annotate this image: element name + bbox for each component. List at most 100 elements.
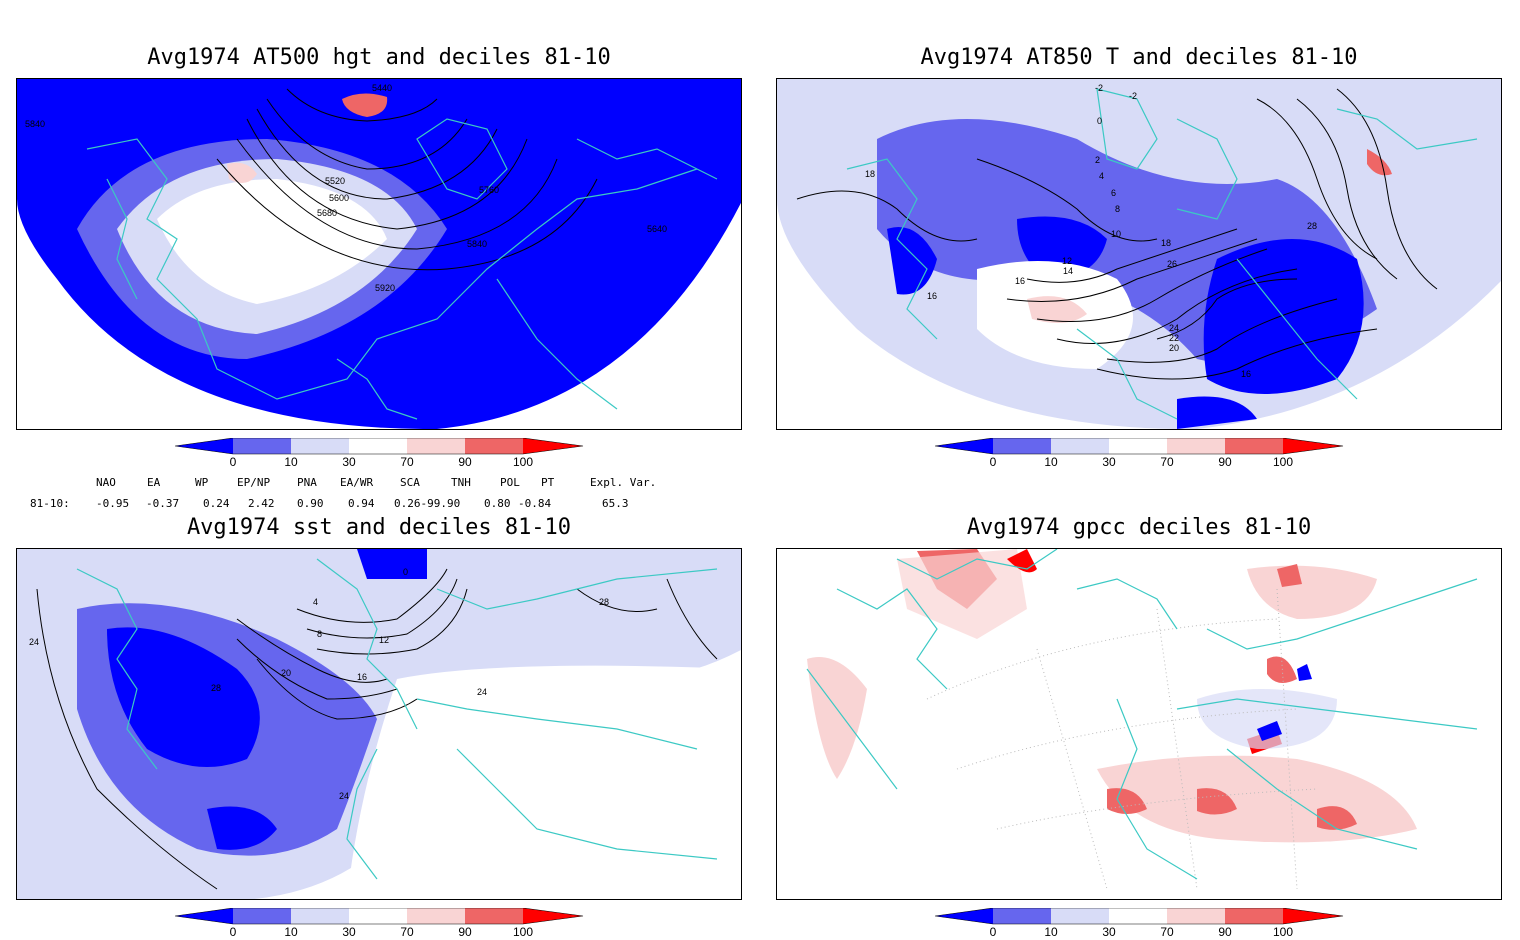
contour-label: 5520 bbox=[325, 176, 345, 186]
contour-label: 0 bbox=[403, 567, 408, 577]
map-hgt: 5440 5520 5600 5680 5760 5840 5920 5840 … bbox=[16, 78, 742, 430]
decile-white bbox=[347, 665, 741, 899]
contour-label: 16 bbox=[1241, 369, 1251, 379]
index-value: 0.80 bbox=[484, 497, 511, 510]
colorbar-tick: 10 bbox=[1044, 455, 1058, 469]
contour-label: 5680 bbox=[317, 208, 337, 218]
colorbar-tick: 30 bbox=[1102, 455, 1116, 469]
colorbar-tick: 10 bbox=[284, 925, 298, 939]
decile-red bbox=[1367, 149, 1392, 176]
sst-contour-labels: 0 4 8 12 16 20 24 28 24 24 28 bbox=[29, 567, 609, 801]
index-value: 0.94 bbox=[348, 497, 375, 510]
contour-label: 12 bbox=[379, 635, 389, 645]
colorbar-tick: 70 bbox=[400, 925, 414, 939]
map-hgt-canvas: 5440 5520 5600 5680 5760 5840 5920 5840 … bbox=[17, 79, 741, 429]
index-header: Expl. Var. bbox=[590, 476, 657, 489]
decile-light-red bbox=[807, 657, 867, 779]
contour-label: 5600 bbox=[329, 193, 349, 203]
decile-dark-blue bbox=[1257, 721, 1282, 741]
contour-label: 14 bbox=[1063, 266, 1073, 276]
map-t850: -2 -2 0 2 4 6 8 10 12 14 16 18 20 22 24 … bbox=[776, 78, 1502, 430]
contour-label: 5920 bbox=[375, 283, 395, 293]
contour-label: 0 bbox=[1097, 116, 1102, 126]
decile-red bbox=[342, 93, 388, 117]
contour-label: 5640 bbox=[647, 224, 667, 234]
index-header: SCA bbox=[400, 476, 420, 489]
decile-red bbox=[1107, 788, 1147, 814]
index-header: TNH bbox=[451, 476, 471, 489]
contour-label: -2 bbox=[1095, 83, 1103, 93]
decile-dark-blue bbox=[1177, 396, 1257, 429]
colorbar-tick: 100 bbox=[1272, 925, 1294, 939]
index-value: 0.24 bbox=[203, 497, 230, 510]
decile-light-red bbox=[1247, 565, 1377, 619]
index-header: NAO bbox=[96, 476, 116, 489]
decile-dark-blue bbox=[357, 549, 427, 579]
map-sst-canvas: 0 4 8 12 16 20 24 28 24 24 28 bbox=[17, 549, 741, 899]
hgt-contour-labels: 5440 5520 5600 5680 5760 5840 5920 5840 … bbox=[25, 83, 667, 293]
colorbar-top-left: 0 10 30 70 90 100 bbox=[175, 438, 587, 469]
contour-label: 5840 bbox=[25, 119, 45, 129]
index-header: EP/NP bbox=[237, 476, 271, 489]
index-header: WP bbox=[195, 476, 209, 489]
coastlines bbox=[76, 558, 718, 880]
contour-label: 10 bbox=[1111, 229, 1121, 239]
index-header: PT bbox=[541, 476, 555, 489]
colorbar-tick: 30 bbox=[342, 455, 356, 469]
index-value: -0.84 bbox=[518, 497, 552, 510]
contour-label: 26 bbox=[1167, 259, 1177, 269]
panel-title-sst: Avg1974 sst and deciles 81-10 bbox=[186, 515, 572, 540]
colorbar-tick: 90 bbox=[458, 455, 472, 469]
decile-red bbox=[1277, 564, 1302, 587]
contour-label: 18 bbox=[865, 169, 875, 179]
index-header: PNA bbox=[297, 476, 317, 489]
decile-light-red bbox=[897, 549, 1027, 639]
colorbar-tick: 70 bbox=[1160, 925, 1174, 939]
colorbar-bottom-left: 0 10 30 70 90 100 bbox=[175, 908, 587, 939]
colorbar-tick: 0 bbox=[989, 455, 997, 469]
t850-contour-labels: -2 -2 0 2 4 6 8 10 12 14 16 18 20 22 24 … bbox=[865, 83, 1317, 379]
index-value: -0.95 bbox=[96, 497, 130, 510]
panel-title-gpcc: Avg1974 gpcc deciles 81-10 bbox=[966, 515, 1312, 540]
map-t850-canvas: -2 -2 0 2 4 6 8 10 12 14 16 18 20 22 24 … bbox=[777, 79, 1501, 429]
colorbar-tick: 30 bbox=[342, 925, 356, 939]
decile-red bbox=[1007, 549, 1037, 573]
decile-dark-blue bbox=[107, 627, 260, 767]
colorbar-tick: 30 bbox=[1102, 925, 1116, 939]
contour-label: 24 bbox=[29, 637, 39, 647]
decile-dark-blue bbox=[887, 227, 937, 295]
colorbar-tick: 70 bbox=[400, 455, 414, 469]
colorbar-tick: 90 bbox=[458, 925, 472, 939]
coastlines bbox=[86, 118, 718, 420]
contour-label: 5840 bbox=[467, 239, 487, 249]
index-header: EA bbox=[147, 476, 161, 489]
contour-label: 16 bbox=[927, 291, 937, 301]
hgt-contours bbox=[216, 88, 598, 271]
decile-white bbox=[157, 179, 387, 304]
contour-label: 12 bbox=[1062, 256, 1072, 266]
contour-label: 28 bbox=[1307, 221, 1317, 231]
contour-label: 24 bbox=[477, 687, 487, 697]
coastlines bbox=[806, 549, 1478, 880]
index-value: 2.42 bbox=[248, 497, 275, 510]
colorbar-swatches bbox=[175, 908, 584, 925]
index-header: EA/WR bbox=[340, 476, 374, 489]
contour-label: 16 bbox=[1015, 276, 1025, 286]
index-value: 65.3 bbox=[602, 497, 629, 510]
colorbar-swatches bbox=[175, 438, 584, 455]
map-gpcc bbox=[776, 548, 1502, 900]
colorbar-tick: 90 bbox=[1218, 925, 1232, 939]
contour-label: 4 bbox=[313, 597, 318, 607]
index-value: 0.90 bbox=[297, 497, 324, 510]
index-header: POL bbox=[500, 476, 520, 489]
contour-label: 2 bbox=[1095, 155, 1100, 165]
decile-dark-blue bbox=[207, 806, 277, 850]
grid-lines bbox=[926, 588, 1318, 890]
contour-label: 28 bbox=[599, 597, 609, 607]
colorbar-bottom-right: 0 10 30 70 90 100 bbox=[935, 908, 1347, 939]
colorbar-tick: 10 bbox=[1044, 925, 1058, 939]
contour-label: 8 bbox=[1115, 204, 1120, 214]
contour-label: 18 bbox=[1161, 238, 1171, 248]
contour-label: 20 bbox=[1169, 343, 1179, 353]
decile-red bbox=[1317, 806, 1357, 830]
